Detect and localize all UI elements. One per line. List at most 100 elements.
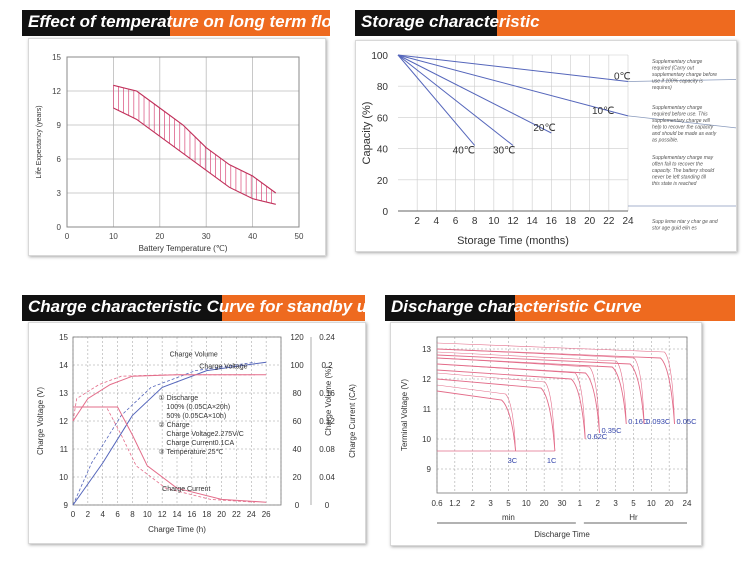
- min-label: min: [502, 513, 515, 522]
- storage-title: Storage characteristic: [361, 12, 540, 31]
- x-tick-label: 4: [100, 510, 105, 519]
- legend-line: 50% (0.05CA×10h): [166, 413, 226, 420]
- storage-note: Supplementary charge required (Carry out s…: [652, 59, 717, 91]
- y-tick-label: 100: [371, 51, 388, 62]
- storage-note: Supplementary charge may often fail to re…: [652, 155, 714, 187]
- x-tick-label: 6: [115, 510, 120, 519]
- x-tick-label: 5: [506, 499, 511, 508]
- float-life-title: Effect of temperature on long term float…: [28, 12, 377, 31]
- discharge-curve-upper: [436, 372, 556, 452]
- storage-series-label: 20℃: [533, 123, 555, 134]
- y-axis-label: Charge Voltage (V): [36, 387, 45, 455]
- discharge-rate-label: 0.05C: [677, 417, 698, 426]
- storage-series-label: 40℃: [453, 145, 475, 156]
- x-axis-label: Storage Time (months): [457, 235, 569, 247]
- y3-tick-label: 0.16: [319, 389, 335, 398]
- x-tick-label: 10: [488, 216, 500, 227]
- x-tick-label: 10: [109, 232, 118, 241]
- x-tick-label: 12: [158, 510, 167, 519]
- discharge-curve-upper: [436, 348, 645, 425]
- x-tick-label: 22: [603, 216, 615, 227]
- x-tick-label: 16: [546, 216, 558, 227]
- x-tick-label: 40: [248, 232, 257, 241]
- x-tick-label: 0: [71, 510, 76, 519]
- y-tick-label: 11: [60, 445, 69, 454]
- x-tick-label: 20: [584, 216, 596, 227]
- y-axis-label: Capacity (%): [361, 102, 373, 165]
- x-tick-label: 1.2: [449, 499, 461, 508]
- x-tick-label: 4: [434, 216, 440, 227]
- storage-panel: 2 4 6 8 10 12 14 16 18 20 22 24 0 20 40 60 80 100 0℃ 10℃ 20℃…: [355, 40, 737, 252]
- x-axis-label: Charge Time (h): [148, 525, 206, 534]
- y3-axis-label: Charge Current (CA): [348, 384, 357, 458]
- y3-tick-label: 0.24: [319, 333, 335, 342]
- discharge-rate-label: 0.16C: [628, 417, 649, 426]
- x-tick-label: 30: [202, 232, 211, 241]
- x-axis-label: Battery Temperature (℃): [139, 244, 228, 253]
- y2-tick-label: 100: [290, 361, 304, 370]
- y-tick-label: 12: [52, 87, 61, 96]
- x-tick-label: 2: [595, 499, 600, 508]
- charge-curve-1: [72, 361, 267, 506]
- storage-curve: [397, 54, 552, 134]
- charge-curve-dashed: [72, 374, 255, 422]
- storage-note: Supp leme ntar y char ge and stor age gui…: [652, 219, 718, 232]
- discharge-rate-label: 0.62C: [587, 432, 608, 441]
- y3-tick-label: 0.12: [319, 417, 335, 426]
- discharge-rate-label: 0.093C: [646, 417, 671, 426]
- y2-axis-label: Charge Volume (%): [324, 366, 333, 436]
- charge-curve-dashed: [72, 361, 256, 506]
- y-tick-label: 3: [57, 189, 62, 198]
- storage-curve: [397, 54, 629, 83]
- discharge-curve-upper: [436, 351, 627, 425]
- y-tick-label: 6: [57, 155, 62, 164]
- y2-tick-label: 40: [293, 445, 302, 454]
- plot-frame: [436, 336, 688, 494]
- charge-curve-dashed: [73, 406, 256, 503]
- x-tick-label: 24: [622, 216, 634, 227]
- x-tick-label: 0: [65, 232, 70, 241]
- legend-line: 100% (0.05CA×20h): [166, 404, 230, 411]
- notes-divider: [627, 115, 737, 129]
- y-tick-label: 14: [59, 361, 68, 370]
- curve-label-current: Charge Current: [162, 486, 210, 493]
- charge-banner: Charge characteristic Curve for standby …: [22, 295, 386, 321]
- legend-line: ① Discharge: [158, 394, 198, 402]
- float-life-chart: 0 10 20 30 40 50 0 3 6 9 12 15 Battery Temperature (…: [36, 53, 304, 253]
- y-tick-label: 13: [422, 345, 431, 354]
- x-tick-label: 20: [155, 232, 164, 241]
- legend-line: ② Charge: [158, 421, 189, 429]
- x-tick-label: 30: [558, 499, 567, 508]
- x-tick-label: 22: [232, 510, 241, 519]
- y-tick-label: 80: [377, 82, 389, 93]
- y2-tick-label: 80: [293, 389, 302, 398]
- y3-tick-label: 0.2: [321, 361, 333, 370]
- discharge-curve: [436, 363, 600, 434]
- y-axis-label: Terminal Voltage (V): [400, 379, 409, 451]
- x-tick-label: 20: [540, 499, 549, 508]
- x-tick-label: 10: [647, 499, 656, 508]
- charge-panel: 0 2 4 6 8 10 12 14 16 18 20 22 24 26 9 0 0 10 20 0.04 11 40 0.…: [28, 322, 366, 544]
- x-tick-label: 14: [527, 216, 539, 227]
- discharge-curve: [436, 354, 645, 425]
- x-tick-label: 26: [262, 510, 271, 519]
- discharge-curve: [436, 378, 556, 452]
- x-tick-label: 14: [173, 510, 182, 519]
- storage-series-label: 0℃: [614, 72, 631, 83]
- storage-curve: [397, 54, 476, 146]
- x-tick-label: 24: [683, 499, 692, 508]
- x-tick-label: 3: [488, 499, 493, 508]
- discharge-curve: [436, 369, 586, 440]
- discharge-rate-label: 3C: [508, 456, 518, 465]
- x-tick-label: 10: [522, 499, 531, 508]
- x-tick-label: 18: [565, 216, 577, 227]
- storage-curve: [397, 54, 514, 146]
- discharge-curve-upper: [436, 384, 516, 452]
- x-tick-label: 2: [470, 499, 475, 508]
- discharge-panel: 0.6 1.2 2 3 5 10 20 30 1 2 3 5 10 20 24 9 10 11 12 13 3C 1C 0.…: [390, 322, 702, 546]
- x-tick-label: 8: [472, 216, 478, 227]
- legend-line: Charge Current0.1CA: [166, 440, 234, 447]
- float-life-banner: Effect of temperature on long term float…: [22, 10, 376, 36]
